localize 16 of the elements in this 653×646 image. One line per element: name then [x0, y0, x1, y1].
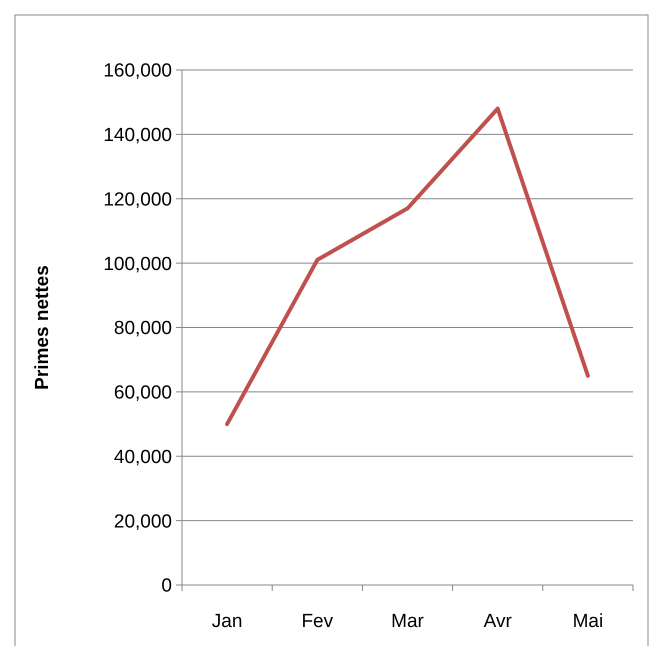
x-tick-label: Avr	[484, 611, 512, 632]
y-tick-label: 40,000	[114, 446, 172, 468]
x-tick-label: Mar	[391, 611, 425, 632]
y-tick-label: 100,000	[103, 254, 172, 275]
y-tick-label: 20,000	[114, 511, 172, 532]
x-tick-label: Fev	[301, 611, 334, 632]
y-tick-label: 80,000	[114, 318, 172, 340]
y-tick-label: 120,000	[103, 189, 172, 210]
line-series	[225, 106, 590, 426]
y-axis-title: Primes nettes	[32, 265, 53, 390]
y-tick-label: 140,000	[103, 125, 172, 146]
x-tick-label: Mai	[572, 611, 604, 632]
y-tick-label: 60,000	[114, 382, 172, 404]
y-tick-label: 0	[161, 576, 172, 597]
x-tick-label: Jan	[212, 611, 242, 632]
y-tick-label: 160,000	[103, 60, 172, 82]
